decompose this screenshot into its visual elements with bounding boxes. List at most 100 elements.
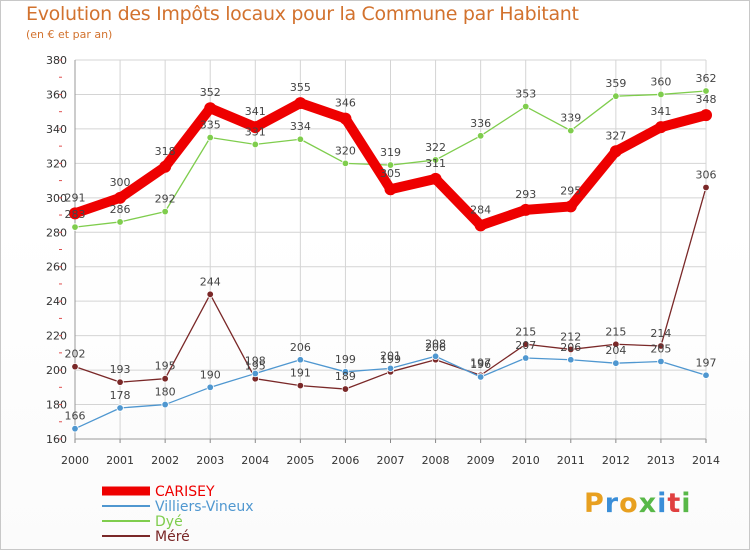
data-point-dy- (71, 223, 79, 231)
data-label-carisey: 305 (380, 167, 401, 180)
logo-letter: o (619, 488, 639, 519)
data-point-dy- (612, 92, 620, 100)
chart-subtitle: (en € et par an) (26, 28, 113, 41)
data-point-carisey (114, 191, 127, 204)
data-label-villiers-vineux: 178 (110, 389, 131, 402)
data-point-villiers-vineux (702, 371, 710, 379)
data-label-carisey: 291 (65, 191, 86, 204)
x-tick-label: 2009 (467, 454, 495, 467)
data-label-m-r-: 306 (696, 168, 717, 181)
data-point-villiers-vineux (386, 364, 395, 373)
data-point-carisey (609, 145, 622, 158)
data-point-carisey (474, 219, 487, 232)
x-tick-label: 2014 (692, 454, 720, 467)
data-label-villiers-vineux: 199 (335, 353, 356, 366)
data-label-villiers-vineux: 207 (515, 339, 536, 352)
data-point-carisey (654, 121, 667, 134)
data-label-dy-: 292 (155, 193, 176, 206)
data-label-villiers-vineux: 166 (65, 410, 86, 423)
data-label-m-r-: 195 (245, 360, 266, 373)
data-label-carisey: 295 (560, 184, 581, 197)
legend-label-carisey: CARISEY (155, 484, 215, 500)
x-tick-label: 2013 (647, 454, 675, 467)
data-label-villiers-vineux: 205 (650, 342, 671, 355)
data-label-dy-: 336 (470, 117, 491, 130)
data-point-carisey (429, 172, 442, 185)
data-point-villiers-vineux (476, 373, 485, 381)
data-label-dy-: 283 (65, 208, 86, 221)
data-label-carisey: 341 (245, 105, 266, 118)
y-tick-label: 340 (46, 123, 67, 136)
data-label-m-r-: 244 (200, 275, 221, 288)
data-point-dy- (657, 90, 665, 99)
data-label-villiers-vineux: 208 (425, 337, 446, 350)
data-label-dy-: 320 (335, 144, 356, 157)
data-label-carisey: 293 (515, 188, 536, 201)
x-tick-label: 2000 (61, 454, 89, 467)
x-tick-label: 2001 (106, 454, 134, 467)
data-label-dy-: 359 (605, 77, 626, 90)
data-label-m-r-: 191 (290, 367, 311, 380)
data-point-carisey (384, 183, 397, 196)
data-point-m-r- (71, 362, 79, 371)
logo-letter: P (584, 488, 605, 519)
data-label-dy-: 322 (425, 141, 446, 154)
y-tick-label: 240 (46, 295, 67, 308)
data-point-m-r- (702, 183, 710, 192)
data-label-m-r-: 197 (470, 356, 491, 369)
data-label-m-r-: 193 (110, 363, 131, 376)
data-label-m-r-: 202 (65, 348, 86, 361)
data-label-carisey: 341 (650, 105, 671, 118)
y-tick-label: 220 (46, 330, 67, 343)
data-point-dy- (567, 126, 575, 135)
data-label-m-r-: 206 (425, 341, 446, 354)
data-label-villiers-vineux: 204 (605, 344, 626, 357)
data-label-m-r-: 195 (155, 360, 176, 373)
data-point-villiers-vineux (251, 369, 259, 378)
data-label-dy-: 353 (515, 88, 536, 101)
legend-label-dy-: Dyé (155, 514, 183, 530)
grid (74, 59, 707, 440)
data-point-dy- (702, 87, 710, 95)
data-label-carisey: 311 (425, 157, 446, 170)
chart-title: Evolution des Impôts locaux pour la Comm… (26, 3, 579, 25)
data-point-dy- (206, 133, 214, 142)
legend-label-m-r-: Méré (155, 529, 190, 545)
data-point-dy- (296, 135, 305, 143)
data-point-villiers-vineux (431, 352, 440, 361)
series-lines (69, 87, 712, 433)
data-point-dy- (341, 159, 350, 168)
data-label-carisey: 352 (200, 86, 221, 99)
x-tick-label: 2011 (557, 454, 585, 467)
data-point-m-r- (296, 381, 305, 390)
data-label-dy-: 319 (380, 146, 401, 159)
data-point-carisey (249, 121, 262, 134)
y-tick-label: 280 (46, 226, 67, 239)
x-tick-label: 2012 (602, 454, 630, 467)
data-label-villiers-vineux: 197 (696, 356, 717, 369)
y-tick-label: 180 (46, 399, 67, 412)
data-point-carisey (339, 112, 352, 125)
data-point-carisey (69, 207, 81, 220)
data-point-villiers-vineux (522, 354, 530, 362)
y-tick-label: 160 (46, 433, 67, 446)
data-label-villiers-vineux: 206 (290, 341, 311, 354)
data-label-dy-: 334 (290, 120, 311, 133)
data-label-dy-: 331 (245, 125, 266, 138)
data-label-carisey: 355 (290, 81, 311, 94)
x-tick-label: 2003 (196, 454, 224, 467)
data-point-carisey (700, 109, 712, 122)
data-point-dy- (431, 156, 440, 164)
axes: 160 180 200 220 240 260 280 300 320 340 360 380 2000… (46, 54, 720, 467)
logo-letter: t (667, 488, 682, 519)
x-tick-label: 2008 (422, 454, 450, 467)
data-label-carisey: 327 (605, 129, 626, 142)
data-point-villiers-vineux (206, 383, 214, 392)
y-tick-label: 360 (46, 88, 67, 101)
data-label-villiers-vineux: 198 (245, 355, 266, 368)
data-label-dy-: 286 (110, 203, 131, 216)
data-point-carisey (159, 160, 172, 173)
data-label-m-r-: 214 (650, 327, 671, 340)
logo-letter: i (681, 488, 692, 519)
